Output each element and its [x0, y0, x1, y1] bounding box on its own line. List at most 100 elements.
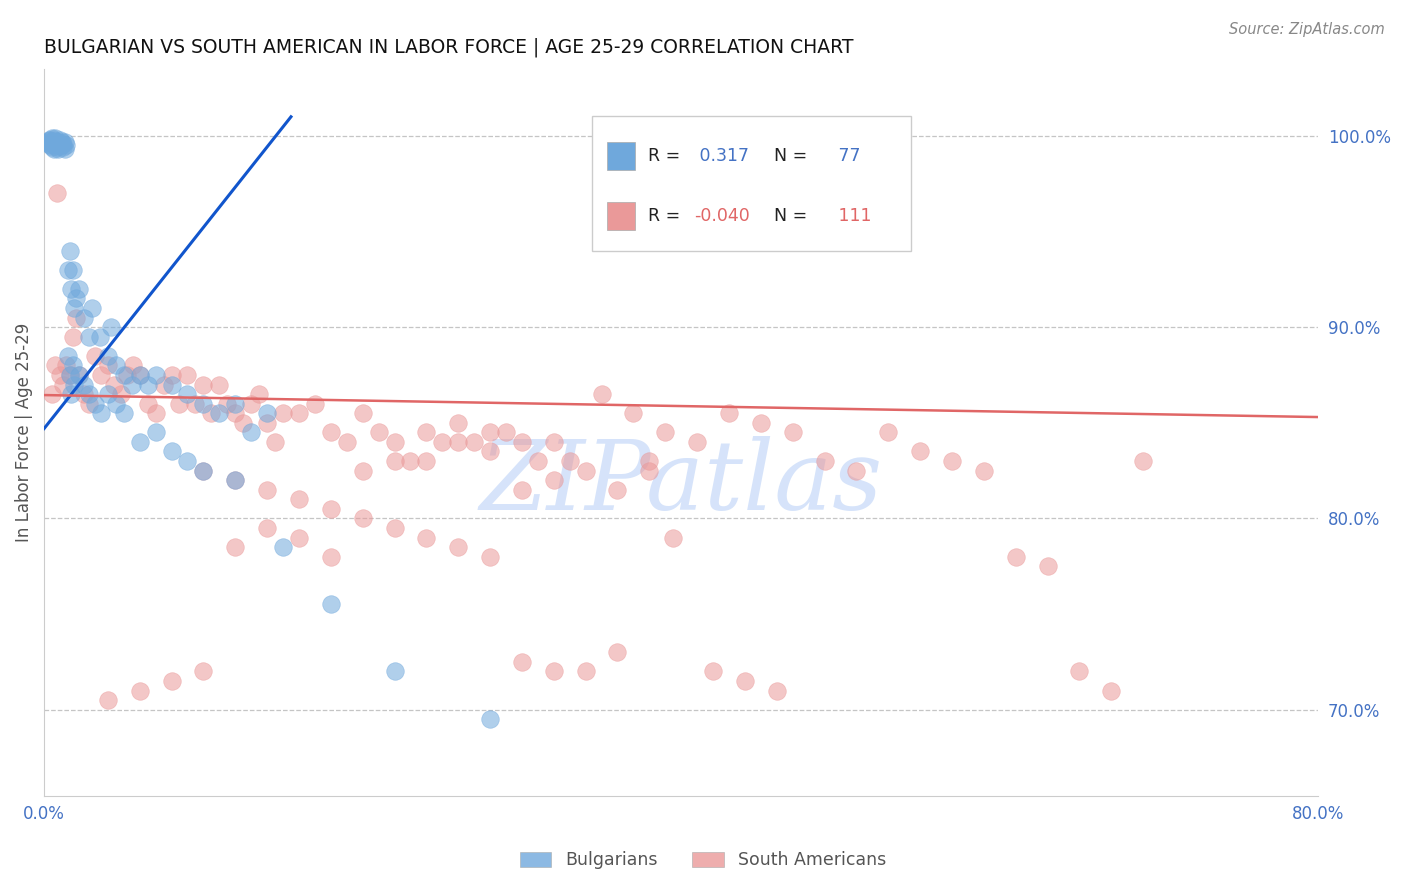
- Point: [45, 135, 67, 149]
- Text: N =: N =: [762, 207, 813, 225]
- Point: [288, 406, 311, 420]
- Point: [606, 645, 628, 659]
- Point: [62, 330, 84, 344]
- Point: [160, 673, 183, 688]
- Point: [224, 540, 246, 554]
- Point: [384, 665, 406, 679]
- Point: [53, 142, 76, 156]
- Point: [176, 387, 198, 401]
- Point: [128, 368, 150, 382]
- Point: [84, 397, 107, 411]
- Point: [240, 397, 263, 411]
- Text: R =: R =: [648, 207, 686, 225]
- Text: Source: ZipAtlas.com: Source: ZipAtlas.com: [1229, 22, 1385, 37]
- Point: [97, 693, 120, 707]
- Point: [463, 434, 485, 449]
- Point: [654, 425, 676, 440]
- Point: [84, 349, 107, 363]
- Point: [288, 531, 311, 545]
- Point: [432, 434, 454, 449]
- Point: [73, 387, 96, 401]
- Point: [90, 368, 112, 382]
- Point: [543, 473, 565, 487]
- Point: [49, 368, 72, 382]
- Point: [42, 142, 65, 156]
- Point: [38, 133, 60, 147]
- Point: [415, 425, 437, 440]
- Point: [193, 464, 215, 478]
- Text: 0.317: 0.317: [695, 147, 749, 165]
- Point: [224, 473, 246, 487]
- Point: [89, 330, 111, 344]
- Text: ZIPatlas: ZIPatlas: [479, 436, 883, 530]
- Point: [49, 133, 72, 147]
- Point: [60, 387, 83, 401]
- Point: [217, 397, 239, 411]
- Text: R =: R =: [648, 147, 686, 165]
- Text: N =: N =: [762, 147, 813, 165]
- Point: [152, 377, 174, 392]
- Point: [145, 368, 167, 382]
- Point: [813, 454, 835, 468]
- Point: [103, 377, 125, 392]
- Point: [271, 406, 294, 420]
- Point: [447, 416, 470, 430]
- Point: [60, 282, 83, 296]
- Point: [495, 425, 517, 440]
- Point: [1004, 549, 1026, 564]
- Point: [65, 292, 87, 306]
- Point: [782, 425, 804, 440]
- Point: [479, 549, 502, 564]
- Point: [55, 138, 77, 153]
- Point: [415, 454, 437, 468]
- Point: [63, 377, 86, 392]
- Point: [128, 683, 150, 698]
- Point: [73, 310, 96, 325]
- Point: [122, 359, 145, 373]
- Point: [224, 473, 246, 487]
- Point: [240, 425, 263, 440]
- Text: BULGARIAN VS SOUTH AMERICAN IN LABOR FORCE | AGE 25-29 CORRELATION CHART: BULGARIAN VS SOUTH AMERICAN IN LABOR FOR…: [44, 37, 853, 57]
- Point: [256, 416, 278, 430]
- Point: [56, 262, 79, 277]
- Point: [48, 142, 70, 156]
- Point: [67, 282, 90, 296]
- FancyBboxPatch shape: [592, 116, 911, 251]
- Point: [352, 406, 374, 420]
- Point: [90, 406, 112, 420]
- Y-axis label: In Labor Force | Age 25-29: In Labor Force | Age 25-29: [15, 323, 32, 542]
- Point: [510, 483, 533, 497]
- FancyBboxPatch shape: [607, 143, 636, 170]
- Point: [136, 377, 159, 392]
- Point: [104, 359, 127, 373]
- Point: [623, 406, 645, 420]
- Point: [52, 377, 75, 392]
- Point: [39, 138, 62, 153]
- Text: 77: 77: [832, 147, 860, 165]
- Point: [45, 186, 67, 201]
- Point: [384, 434, 406, 449]
- Point: [877, 425, 900, 440]
- Point: [52, 136, 75, 151]
- Point: [58, 368, 80, 382]
- Point: [112, 406, 135, 420]
- Point: [97, 387, 120, 401]
- Point: [336, 434, 359, 449]
- Point: [208, 406, 231, 420]
- Point: [200, 406, 222, 420]
- Point: [845, 464, 868, 478]
- Point: [224, 406, 246, 420]
- Point: [41, 140, 63, 154]
- Text: -0.040: -0.040: [695, 207, 749, 225]
- Point: [256, 483, 278, 497]
- Point: [662, 531, 685, 545]
- Point: [39, 133, 62, 147]
- Point: [543, 434, 565, 449]
- Point: [479, 712, 502, 726]
- Point: [638, 454, 661, 468]
- Point: [447, 540, 470, 554]
- Point: [479, 425, 502, 440]
- Point: [42, 133, 65, 147]
- Point: [510, 434, 533, 449]
- Point: [352, 511, 374, 525]
